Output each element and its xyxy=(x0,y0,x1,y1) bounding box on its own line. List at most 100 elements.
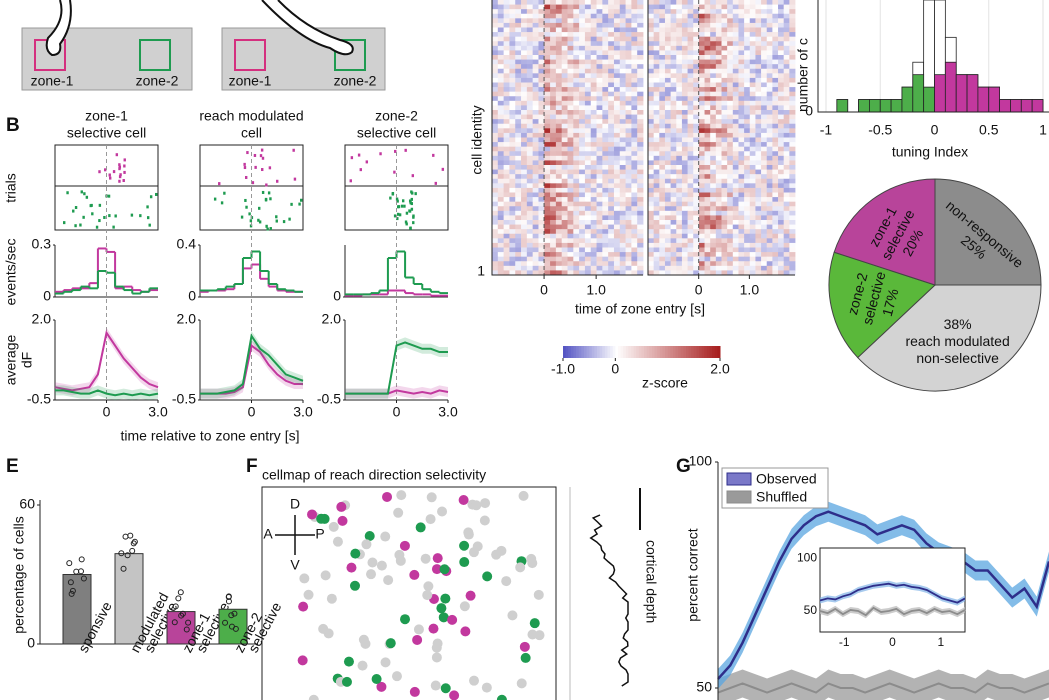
heat-cell xyxy=(766,64,773,70)
heat-cell xyxy=(727,174,734,180)
heat-cell xyxy=(631,50,638,56)
heat-cell xyxy=(744,59,751,65)
heat-cell xyxy=(693,142,700,148)
heat-cell xyxy=(698,270,705,276)
heat-cell xyxy=(584,220,592,225)
heat-cell xyxy=(715,146,722,152)
heat-cell xyxy=(648,22,655,28)
heat-cell xyxy=(727,233,734,239)
x-tick-label: 0.5 xyxy=(979,122,999,138)
colorbar-cell xyxy=(675,346,679,358)
cell xyxy=(380,657,391,668)
heat-cell xyxy=(681,270,688,276)
heat-cell xyxy=(721,229,728,235)
paw xyxy=(45,0,72,57)
heat-cell xyxy=(778,155,785,161)
heat-cell xyxy=(698,87,705,93)
heat-cell xyxy=(608,265,615,271)
heat-cell xyxy=(596,142,603,148)
heat-cell xyxy=(637,4,644,10)
heat-cell xyxy=(676,82,683,88)
heat-cell xyxy=(693,206,700,212)
heat-cell xyxy=(755,36,762,42)
heat-cell xyxy=(503,73,510,79)
heat-cell xyxy=(613,192,621,198)
heat-cell xyxy=(596,151,603,157)
heat-cell xyxy=(789,229,796,235)
heat-cell xyxy=(648,261,655,267)
heat-cell xyxy=(783,160,790,166)
cell xyxy=(415,522,426,533)
heat-cell xyxy=(596,132,603,138)
heat-cell xyxy=(653,110,660,115)
heat-cell xyxy=(608,155,615,161)
colorbar-cell xyxy=(693,346,697,358)
heat-cell xyxy=(631,123,638,129)
heat-cell xyxy=(631,18,638,24)
heat-cell xyxy=(670,165,677,170)
heat-cell xyxy=(738,64,745,70)
spike xyxy=(264,198,268,202)
heat-cell xyxy=(503,197,510,203)
heat-cell xyxy=(584,114,592,120)
heat-cell xyxy=(544,82,551,88)
heat-cell xyxy=(749,36,756,42)
axis-label: percent correct xyxy=(685,528,701,621)
heat-cell xyxy=(637,142,644,148)
heat-cell xyxy=(538,142,545,148)
heat-cell xyxy=(761,265,768,271)
heat-cell xyxy=(544,256,551,262)
heat-cell xyxy=(653,270,660,276)
heat-cell xyxy=(538,151,545,157)
heat-cell xyxy=(749,201,756,207)
heat-cell xyxy=(573,96,580,102)
heat-cell xyxy=(721,100,728,106)
heat-cell xyxy=(515,261,522,267)
heat-cell xyxy=(676,128,683,134)
heat-cell xyxy=(670,242,677,248)
heat-cell xyxy=(550,270,557,276)
heat-cell xyxy=(492,68,499,74)
heat-cell xyxy=(693,105,700,111)
heat-cell xyxy=(521,105,528,111)
heat-cell xyxy=(602,32,609,38)
heat-cell xyxy=(503,59,510,65)
heat-cell xyxy=(761,41,768,47)
heat-cell xyxy=(538,220,545,225)
heat-cell xyxy=(727,41,734,47)
heat-cell xyxy=(608,242,615,248)
heat-cell xyxy=(637,146,644,152)
spike xyxy=(265,224,268,228)
heat-cell xyxy=(497,13,505,19)
heat-cell xyxy=(521,242,528,248)
heat-cell xyxy=(715,82,722,88)
heat-cell xyxy=(664,64,672,70)
heat-cell xyxy=(738,256,745,262)
colorbar-cell xyxy=(633,346,637,358)
heat-cell xyxy=(761,165,768,170)
heat-cell xyxy=(727,256,734,262)
heat-cell xyxy=(550,87,557,93)
cell xyxy=(332,536,343,547)
heat-cell xyxy=(492,174,499,180)
heat-cell xyxy=(613,270,621,276)
heat-cell xyxy=(555,132,563,138)
heat-cell xyxy=(772,192,779,198)
heat-cell xyxy=(676,36,683,42)
heat-cell xyxy=(766,13,773,19)
heat-cell xyxy=(532,91,539,97)
heat-cell xyxy=(698,206,705,212)
heat-cell xyxy=(515,64,522,70)
cell xyxy=(298,601,309,612)
heat-cell xyxy=(579,45,586,51)
heat-cell xyxy=(631,128,638,134)
heat-cell xyxy=(497,247,505,253)
heat-cell xyxy=(693,64,700,70)
heat-cell xyxy=(532,32,539,38)
heat-cell xyxy=(526,77,534,83)
spike xyxy=(118,163,121,167)
heat-cell xyxy=(681,261,688,267)
heat-cell xyxy=(631,96,638,102)
heat-cell xyxy=(526,192,534,198)
heat-cell xyxy=(670,174,677,180)
